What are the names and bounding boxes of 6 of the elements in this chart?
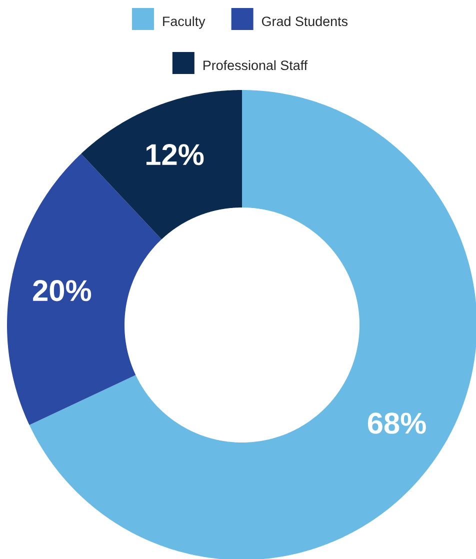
legend-label: Professional Staff bbox=[204, 60, 308, 70]
data-label: 12% bbox=[146, 144, 204, 166]
data-label: 20% bbox=[33, 280, 92, 302]
data-label: 68% bbox=[368, 412, 426, 434]
legend-label: Faculty bbox=[163, 16, 206, 29]
legend-label: Grad Students bbox=[262, 16, 348, 26]
